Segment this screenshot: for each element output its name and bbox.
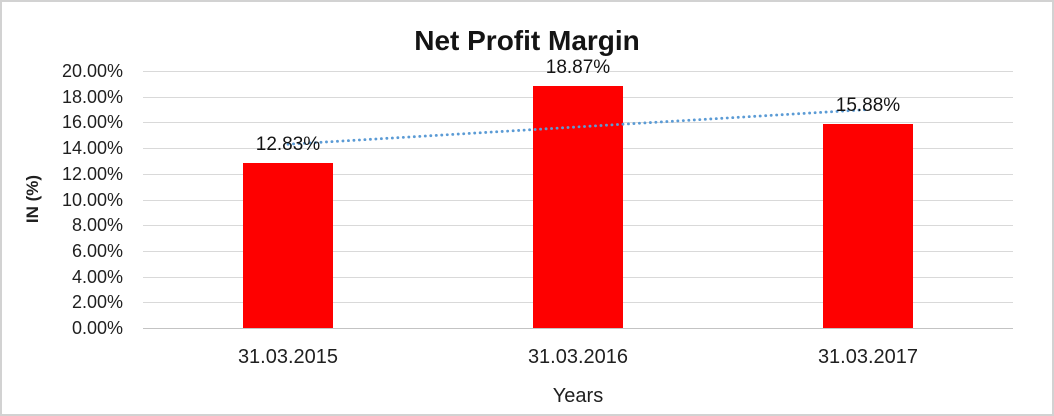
bar-31.03.2015 bbox=[243, 163, 333, 328]
y-tick-label: 18.00% bbox=[61, 86, 123, 107]
y-tick-label: 6.00% bbox=[71, 240, 123, 261]
data-label: 18.87% bbox=[545, 56, 611, 78]
y-tick-label: 20.00% bbox=[61, 61, 123, 81]
x-category-label: 31.03.2016 bbox=[527, 346, 629, 368]
bar-31.03.2017 bbox=[823, 123, 913, 328]
gridline bbox=[143, 71, 1013, 72]
data-label: 15.88% bbox=[835, 94, 901, 116]
y-tick-label: 14.00% bbox=[61, 138, 123, 159]
x-axis-line bbox=[143, 328, 1013, 329]
x-category-label: 31.03.2017 bbox=[817, 346, 919, 368]
y-tick-label: 2.00% bbox=[71, 292, 123, 313]
y-tick-label: 12.00% bbox=[61, 163, 123, 184]
y-tick-label: 10.00% bbox=[61, 189, 123, 210]
y-tick-label: 8.00% bbox=[71, 215, 123, 236]
data-label: 12.83% bbox=[255, 134, 321, 156]
bar-31.03.2016 bbox=[533, 85, 623, 328]
y-tick-label: 16.00% bbox=[61, 112, 123, 133]
x-axis-title: Years bbox=[552, 385, 604, 407]
y-tick-label: 4.00% bbox=[71, 266, 123, 287]
y-tick-label: 0.00% bbox=[71, 318, 123, 338]
x-category-label: 31.03.2015 bbox=[237, 346, 339, 368]
chart-title: Net Profit Margin bbox=[414, 25, 640, 56]
